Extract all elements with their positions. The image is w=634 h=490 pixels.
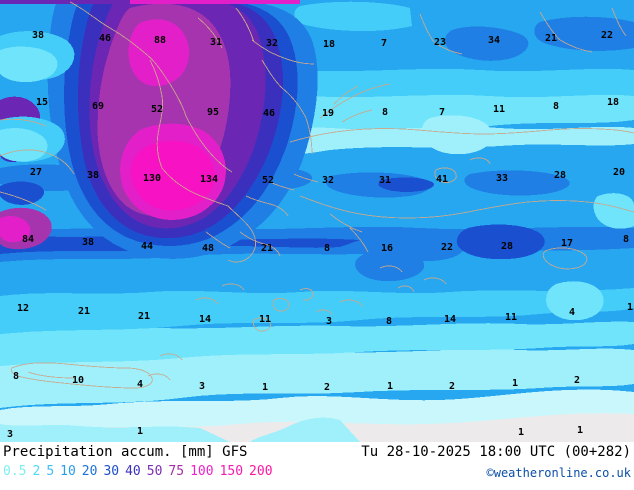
precip-value-label: 17 [560,238,574,249]
scale-stop-30: 30 [103,464,120,479]
precip-value-label: 4 [136,379,144,390]
precip-value-label: 21 [137,311,151,322]
precip-value-label: 48 [201,243,215,254]
precip-value-label: 31 [209,37,223,48]
precip-value-label: 52 [261,175,275,186]
precip-value-label: 19 [321,108,335,119]
precip-value-label: 38 [86,170,100,181]
precip-value-label: 1 [576,425,584,436]
precip-value-label: 7 [438,107,446,118]
precip-value-label: 11 [492,104,506,115]
precip-value-label: 32 [265,38,279,49]
scale-stop-50: 50 [146,464,163,479]
precip-value-label: 21 [77,306,91,317]
scale-stop-100: 100 [190,464,214,479]
precip-value-label: 69 [91,101,105,112]
precip-value-label: 28 [553,170,567,181]
precip-value-label: 28 [500,241,514,252]
precip-value-label: 1 [517,427,525,438]
precip-value-label: 21 [544,33,558,44]
precip-value-label: 8 [381,107,389,118]
precipitation-colour-scale: 0.5 2 5 10 20 30 40 50 75 100 150 200 [3,464,279,479]
precip-value-label: 52 [150,104,164,115]
map-footer: Precipitation accum. [mm] GFS Tu 28-10-2… [0,442,634,490]
precip-value-label: 22 [440,242,454,253]
precip-value-label: 38 [31,30,45,41]
precip-value-label: 10 [71,375,85,386]
precip-value-label: 32 [321,175,335,186]
precip-value-label: 84 [21,234,35,245]
precip-value-label: 33 [495,173,509,184]
scale-stop-5: 5 [46,464,55,479]
precip-value-label: 1 [386,381,394,392]
precip-value-label: 14 [198,314,212,325]
precip-value-label: 21 [260,243,274,254]
precip-value-label: 11 [504,312,518,323]
precip-value-label: 1 [511,378,519,389]
precip-value-label: 20 [612,167,626,178]
scale-stop-0.5: 0.5 [3,464,27,479]
precip-value-label: 7 [380,38,388,49]
precip-value-label: 31 [378,175,392,186]
precip-value-label: 8 [12,371,20,382]
precip-value-label: 15 [35,97,49,108]
precip-value-label: 11 [258,314,272,325]
scale-stop-10: 10 [60,464,76,479]
precipitation-map[interactable]: 38 46 88 31 32 18 7 23 34 21 22 15 69 52 95 46 19 8 7 11 8 18… [0,0,634,442]
precip-value-label: 1 [261,382,269,393]
precip-value-label: 8 [622,234,630,245]
scale-stop-20: 20 [81,464,98,479]
model-run-timestamp: Tu 28-10-2025 18:00 UTC (00+282) [361,444,631,460]
precip-value-label: 44 [140,241,154,252]
precip-value-label: 1 [626,302,634,313]
precip-value-label: 2 [573,375,581,386]
precip-value-label: 3 [198,381,206,392]
scale-stop-150: 150 [219,464,244,479]
precip-value-label: 8 [323,243,331,254]
precipitation-contour-field [0,0,634,442]
precip-value-label: 34 [487,35,501,46]
scale-stop-2: 2 [32,464,41,479]
precip-value-label: 14 [443,314,457,325]
precip-value-label: 2 [448,381,456,392]
precip-value-label: 88 [153,35,167,46]
precip-value-label: 46 [262,108,276,119]
precip-value-label: 3 [6,429,14,440]
scale-stop-75: 75 [168,464,185,479]
precip-value-label: 4 [568,307,576,318]
precip-value-label: 23 [433,37,447,48]
precip-value-label: 46 [98,33,112,44]
precip-value-label: 18 [606,97,620,108]
precip-value-label: 2 [323,382,331,393]
precip-value-label: 12 [16,303,30,314]
copyright-credit[interactable]: ©weatheronline.co.uk [486,466,632,480]
precip-value-label: 27 [29,167,43,178]
precip-value-label: 134 [199,174,219,185]
precip-value-label: 16 [380,243,394,254]
scale-stop-200: 200 [249,464,273,479]
precip-value-label: 1 [136,426,144,437]
precip-value-label: 22 [600,30,614,41]
precip-value-label: 8 [552,101,560,112]
scale-stop-40: 40 [125,464,141,479]
precip-value-label: 130 [142,173,162,184]
legend-title: Precipitation accum. [mm] GFS [3,444,248,460]
precip-value-label: 41 [435,174,449,185]
precip-value-label: 3 [325,316,333,327]
precip-value-label: 38 [81,237,95,248]
precip-value-label: 8 [385,316,393,327]
precip-value-label: 95 [206,107,220,118]
precip-value-label: 18 [322,39,336,50]
